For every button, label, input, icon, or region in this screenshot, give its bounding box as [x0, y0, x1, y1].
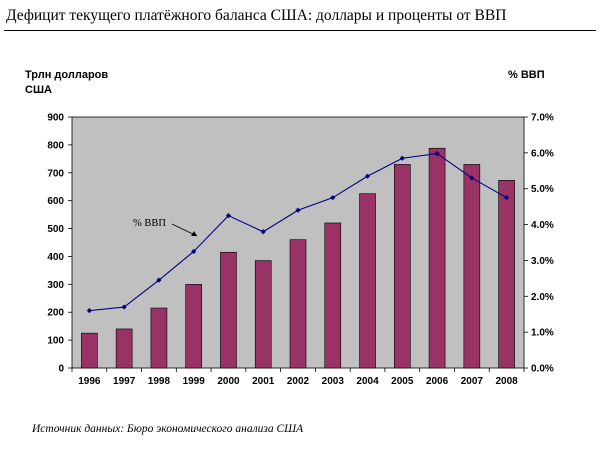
x-tick-label: 2005 [391, 376, 414, 387]
left-tick-label: 200 [47, 308, 64, 319]
line-point-2008 [504, 195, 510, 201]
line-point-1998 [156, 277, 162, 283]
page-title: Дефицит текущего платёжного баланса США:… [6, 7, 507, 24]
left-tick-label: 400 [47, 252, 64, 263]
title-divider [4, 30, 596, 31]
bar-2007 [463, 164, 481, 369]
x-tick-label: 1996 [78, 376, 101, 387]
left-tick-label: 300 [47, 280, 64, 291]
x-tick-label: 2001 [252, 376, 275, 387]
x-tick-label: 2008 [495, 376, 518, 387]
right-axis: 0.0% 1.0% 2.0% 3.0% 4.0% 5.0% 6.0% 7.0% [524, 113, 554, 375]
bar-2002 [289, 239, 307, 369]
bar-1999 [185, 284, 202, 369]
left-tick-label: 0 [58, 364, 64, 375]
x-tick-label: 2003 [322, 376, 345, 387]
line-point-1999 [191, 248, 197, 255]
source-note: Источник данных: Бюро экономического ана… [32, 423, 304, 435]
annotation-arrowhead [191, 231, 197, 236]
x-tick-label: 1997 [113, 376, 136, 387]
left-tick-label: 500 [47, 224, 64, 235]
line-point-2006 [434, 150, 440, 157]
left-axis: 0 100 200 300 400 500 600 700 800 900 [47, 113, 72, 375]
line-point-2003 [330, 195, 336, 201]
bar-2001 [254, 260, 272, 369]
line-point-2007 [469, 175, 475, 181]
bar-series [81, 147, 515, 369]
bar-2000 [220, 251, 237, 369]
right-tick-label: 6.0% [531, 148, 554, 159]
left-tick-label: 800 [47, 140, 64, 151]
line-point-2005 [399, 155, 405, 161]
x-tick-label: 2007 [461, 376, 484, 387]
bar-2008 [498, 180, 515, 369]
bar-2004 [359, 193, 376, 369]
line-point-2004 [364, 173, 371, 179]
bar-1996 [81, 332, 98, 369]
line-series [86, 150, 510, 314]
right-axis-title: % ВВП [508, 69, 545, 81]
right-tick-label: 3.0% [531, 256, 554, 267]
x-tick-label: 2004 [356, 376, 379, 387]
bar-2006 [428, 147, 446, 369]
x-tick-label: 1998 [148, 376, 171, 387]
right-tick-label: 2.0% [531, 292, 554, 303]
right-tick-label: 1.0% [531, 328, 554, 339]
x-tick-label: 1999 [183, 376, 206, 387]
left-tick-label: 100 [47, 336, 64, 347]
line-point-1996 [86, 308, 92, 314]
left-tick-label: 600 [47, 196, 64, 207]
line-point-1997 [121, 304, 127, 310]
left-tick-label: 900 [47, 113, 64, 124]
x-axis: 1996 1997 1998 1999 2000 2001 2002 2003 2004 2005… [71, 368, 525, 387]
x-tick-label: 2000 [217, 376, 240, 387]
line-point-2001 [260, 229, 266, 235]
left-axis-title-line2: США [25, 84, 52, 96]
bar-2003 [324, 222, 342, 369]
left-tick-label: 700 [47, 168, 64, 179]
line-point-2002 [295, 207, 301, 213]
x-tick-label: 2002 [287, 376, 310, 387]
right-tick-label: 5.0% [531, 184, 554, 195]
line-point-2000 [225, 213, 232, 219]
left-axis-title-line1: Трлн долларов [25, 69, 108, 81]
bar-1997 [115, 328, 133, 369]
bar-1998 [150, 307, 168, 369]
right-tick-label: 0.0% [531, 364, 554, 375]
right-tick-label: 7.0% [531, 113, 554, 124]
right-tick-label: 4.0% [531, 220, 554, 231]
bar-2005 [394, 164, 411, 369]
line-annotation-label: % ВВП [133, 218, 166, 229]
x-tick-label: 2006 [426, 376, 449, 387]
